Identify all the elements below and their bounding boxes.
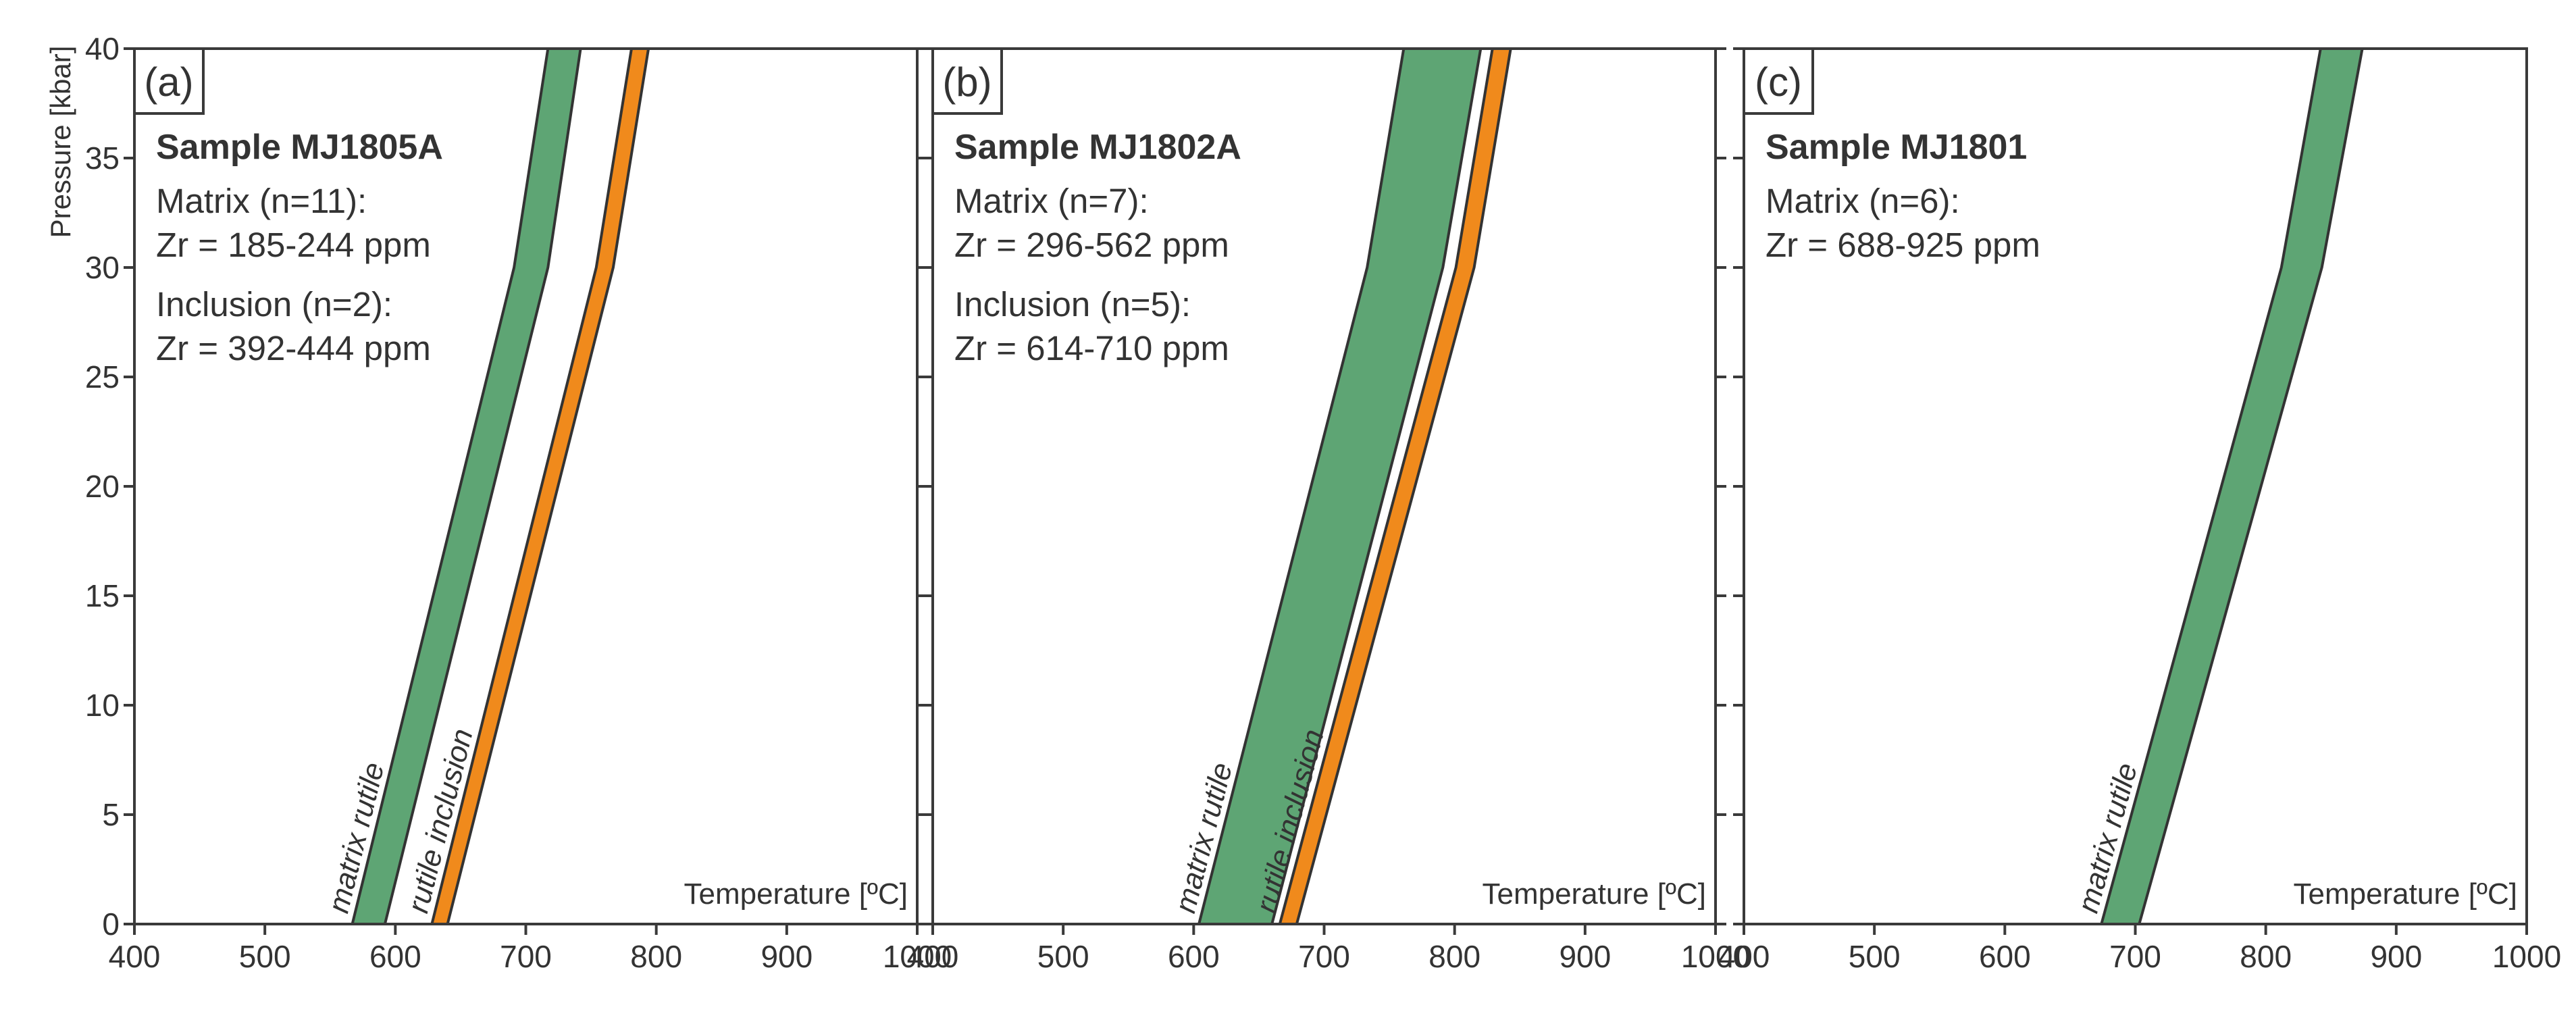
info-line: Matrix (n=11): [156,182,367,220]
x-tick-label: 900 [2370,939,2422,974]
y-tick-label: 35 [85,140,120,176]
info-line: Zr = 688-925 ppm [1766,226,2040,264]
x-tick-label: 500 [239,939,291,974]
plot-frame [133,47,919,925]
x-tick-label: 500 [1849,939,1901,974]
y-tick-label: 30 [85,250,120,285]
panel-a: matrix rutile rutile inclusion05101520253… [85,31,952,974]
y-tick-label: 25 [85,359,120,394]
panel-label-box [133,47,205,115]
sample-title: Sample MJ1805A [156,128,443,167]
x-tick-label: 700 [1298,939,1350,974]
y-tick-label: 5 [102,797,120,832]
panel-label-box [931,47,1003,115]
y-tick-label: 40 [85,31,120,66]
y-axis-label: Pressure [kbar] [45,46,76,238]
x-tick-label: 400 [1718,939,1770,974]
x-axis-title: Temperature [ºC] [1482,877,1706,911]
x-axis-title: Temperature [ºC] [2293,877,2517,911]
y-tick-label: 20 [85,469,120,504]
info-line: Zr = 392-444 ppm [156,329,431,367]
panel-label: (c) [1755,59,1802,105]
x-tick-label: 600 [1979,939,2031,974]
x-tick-label: 900 [761,939,813,974]
panel-label-box [1743,47,1814,115]
matrix-rutile-band [2100,47,2364,925]
info-line: Zr = 185-244 ppm [156,226,431,264]
sample-title: Sample MJ1802A [954,128,1241,167]
matrix-rutile-band [1197,47,1483,925]
x-tick-label: 500 [1037,939,1089,974]
x-tick-label: 700 [2109,939,2161,974]
x-tick-label: 1000 [2492,939,2561,974]
x-axis-title: Temperature [ºC] [684,877,908,911]
x-tick-label: 900 [1559,939,1611,974]
info-line: Matrix (n=6): [1766,182,1960,220]
x-tick-label: 800 [630,939,682,974]
y-tick-label: 15 [85,578,120,613]
x-tick-label: 600 [1168,939,1220,974]
x-tick-label: 800 [1428,939,1480,974]
panel-label: (a) [144,59,193,105]
panel-label: (b) [942,59,991,105]
x-tick-label: 400 [109,939,161,974]
info-line: Zr = 614-710 ppm [954,329,1229,367]
info-line: Inclusion (n=2): [156,285,392,324]
x-tick-label: 800 [2240,939,2292,974]
sample-title: Sample MJ1801 [1766,128,2027,167]
x-tick-label: 1000 [1681,939,1750,974]
y-tick-label: 0 [102,906,120,942]
x-tick-label: 600 [369,939,421,974]
y-tick-label: 10 [85,688,120,723]
info-line: Zr = 296-562 ppm [954,226,1229,264]
x-tick-label: 400 [907,939,959,974]
info-line: Matrix (n=7): [954,182,1149,220]
info-line: Inclusion (n=5): [954,285,1191,324]
x-tick-label: 1000 [883,939,952,974]
x-tick-label: 700 [500,939,552,974]
